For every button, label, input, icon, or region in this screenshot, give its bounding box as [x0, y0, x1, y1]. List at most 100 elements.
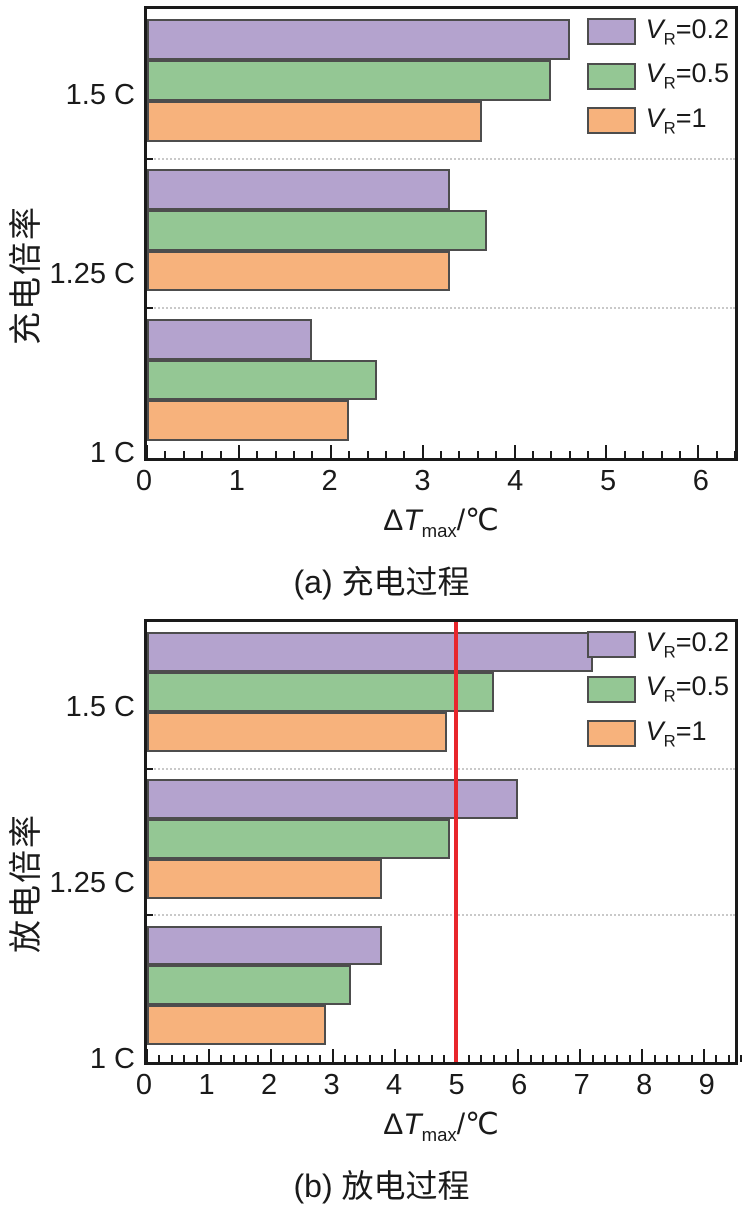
- bar-VR=0.5-1.25 C: [147, 818, 451, 859]
- legend-item: VR=0.2: [586, 627, 729, 662]
- x-tick-label: 6: [692, 465, 709, 497]
- legend-label: VR=0.5: [645, 671, 729, 706]
- group-separator-line: [147, 767, 735, 770]
- legend-swatch: [586, 62, 636, 90]
- legend: VR=0.2 VR=0.5 VR=1: [586, 627, 729, 760]
- plot-area-charging: VR=0.2 VR=0.5 VR=1: [144, 6, 738, 461]
- x-axis-minor-tick: [182, 451, 185, 458]
- legend-label: VR=1: [645, 715, 707, 751]
- x-axis-minor-tick: [554, 1055, 557, 1062]
- x-tick-label: 3: [414, 465, 431, 497]
- x-axis-minor-tick: [195, 1055, 198, 1062]
- y-axis-title-discharging: 放电倍率: [0, 619, 46, 1147]
- x-axis-minor-tick: [293, 451, 295, 458]
- group-separator-line: [147, 914, 735, 917]
- legend-item: VR=0.5: [586, 58, 729, 93]
- x-axis-minor-tick: [531, 451, 534, 458]
- x-axis-major-tick: [331, 1049, 334, 1062]
- bar-VR=1-1 C: [147, 400, 350, 441]
- x-axis-minor-tick: [356, 1055, 359, 1062]
- x-axis-minor-tick: [294, 1055, 297, 1062]
- x-axis-minor-tick: [344, 1055, 347, 1062]
- x-axis-minor-tick: [660, 451, 663, 458]
- x-tick-label: 0: [135, 1069, 153, 1101]
- bar-VR=1-1.5 C: [147, 712, 448, 752]
- x-axis-minor-tick: [690, 1055, 693, 1062]
- y-axis-minor-tick: [147, 157, 153, 160]
- x-axis-minor-tick: [319, 1055, 322, 1062]
- x-axis-minor-tick: [274, 451, 277, 458]
- chart-charging: 充电倍率 1.5 C 1.25 C 1 C VR=0.2 VR=0.5 VR=1 0…: [0, 6, 743, 603]
- bar-VR=0.2-1.25 C: [147, 778, 519, 819]
- x-tick-label: 3: [323, 1069, 340, 1101]
- x-axis-minor-tick: [311, 451, 314, 458]
- x-axis-minor-tick: [727, 1055, 730, 1062]
- x-axis-major-tick: [207, 1049, 210, 1062]
- x-axis-minor-tick: [440, 451, 442, 458]
- x-axis-minor-tick: [628, 1055, 631, 1062]
- x-axis-major-tick: [237, 445, 240, 458]
- bar-VR=1-1 C: [147, 1005, 327, 1046]
- bar-VR=1-1.5 C: [147, 100, 483, 142]
- x-tick-label: 4: [507, 465, 524, 497]
- x-axis-minor-tick: [653, 1055, 656, 1062]
- x-tick-label: 9: [698, 1069, 715, 1101]
- bar-VR=0.5-1 C: [147, 359, 377, 401]
- legend-item: VR=0.2: [586, 14, 729, 49]
- x-axis-minor-tick: [306, 1055, 309, 1062]
- y-axis-minor-tick: [147, 307, 153, 310]
- x-axis-minor-tick: [257, 1055, 260, 1062]
- x-tick-label: 0: [135, 465, 153, 497]
- legend-item: VR=1: [586, 103, 729, 138]
- x-axis-title: ΔTmax/℃: [144, 503, 738, 543]
- category-label: 1.5 C: [65, 79, 135, 111]
- x-axis-minor-tick: [381, 1055, 384, 1062]
- x-axis-tick-labels: 0 1 2 3 4 5 6: [136, 461, 738, 499]
- x-axis-minor-tick: [550, 451, 553, 458]
- x-axis-minor-tick: [623, 451, 626, 458]
- legend-swatch: [586, 631, 636, 659]
- x-tick-label: 5: [448, 1069, 465, 1101]
- caption-a: (a) 充电过程: [293, 564, 470, 600]
- temperature-variable: T: [403, 1108, 422, 1141]
- legend-swatch: [586, 719, 636, 747]
- x-axis-major-tick: [146, 1049, 148, 1062]
- unit-text: /℃: [456, 1108, 499, 1141]
- x-axis-minor-tick: [504, 1055, 507, 1062]
- y-axis-title-text: 充电倍率: [7, 204, 44, 345]
- y-axis-minor-tick: [147, 767, 153, 770]
- bar-VR=0.2-1 C: [147, 318, 313, 360]
- temperature-variable: T: [403, 504, 422, 537]
- y-axis-title-charging: 充电倍率: [0, 6, 46, 543]
- x-axis-major-tick: [329, 445, 332, 458]
- category-label: 1 C: [89, 437, 135, 469]
- x-axis-minor-tick: [604, 1055, 607, 1062]
- x-axis-minor-tick: [665, 1055, 668, 1062]
- x-tick-label: 5: [599, 465, 617, 497]
- caption-b: (b) 放电过程: [293, 1168, 470, 1204]
- x-axis-major-tick: [641, 1049, 644, 1062]
- x-axis-minor-tick: [219, 451, 222, 458]
- x-axis-minor-tick: [467, 1055, 470, 1062]
- x-axis-minor-tick: [403, 451, 406, 458]
- x-axis-minor-tick: [568, 451, 571, 458]
- x-axis-major-tick: [513, 445, 516, 458]
- x-axis-minor-tick: [348, 451, 351, 458]
- bar-VR=0.2-1.5 C: [147, 632, 593, 673]
- y-axis-minor-tick: [147, 914, 153, 917]
- x-axis-minor-tick: [678, 1055, 681, 1062]
- x-axis-major-tick: [269, 1049, 272, 1062]
- x-axis-major-tick: [146, 445, 148, 458]
- x-axis-minor-tick: [715, 451, 718, 458]
- reference-line: [454, 622, 459, 1062]
- unit-text: /℃: [456, 504, 499, 537]
- bar-VR=0.2-1.5 C: [147, 19, 570, 61]
- y-axis-category-labels: 1.5 C 1.25 C 1 C: [46, 619, 144, 1147]
- x-axis-minor-tick: [476, 451, 479, 458]
- x-axis-minor-tick: [164, 451, 167, 458]
- x-axis-minor-tick: [542, 1055, 545, 1062]
- x-axis-minor-tick: [495, 451, 498, 458]
- x-axis-minor-tick: [616, 1055, 619, 1062]
- bar-VR=1-1.25 C: [147, 858, 383, 899]
